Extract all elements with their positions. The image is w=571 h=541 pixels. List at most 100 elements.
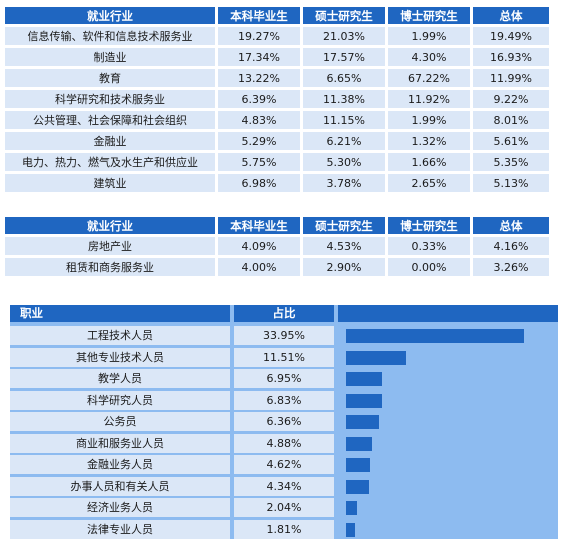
list-item: 公务员 6.36% — [10, 411, 558, 433]
cell-master: 6.65% — [303, 69, 385, 87]
header-undergrad: 本科毕业生 — [218, 7, 300, 24]
table-row: 电力、热力、燃气及水生产和供应业 5.75% 5.30% 1.66% 5.35% — [5, 153, 549, 171]
share-bar — [346, 522, 356, 537]
cell-industry: 科学研究和技术服务业 — [5, 90, 215, 108]
share-bar — [346, 436, 372, 451]
occupation-share: 6.83% — [234, 390, 334, 410]
occupation-share: 4.34% — [234, 476, 334, 496]
cell-industry: 公共管理、社会保障和社会组织 — [5, 111, 215, 129]
cell-industry: 信息传输、软件和信息技术服务业 — [5, 27, 215, 45]
header-industry: 就业行业 — [5, 217, 215, 234]
header-bar — [338, 305, 558, 322]
cell-overall: 11.99% — [473, 69, 549, 87]
occupation-name: 商业和服务业人员 — [10, 433, 230, 453]
share-bar — [346, 350, 407, 365]
cell-industry: 建筑业 — [5, 174, 215, 192]
table-row: 金融业 5.29% 6.21% 1.32% 5.61% — [5, 132, 549, 150]
cell-overall: 5.61% — [473, 132, 549, 150]
cell-overall: 19.49% — [473, 27, 549, 45]
industry-table-1: 就业行业 本科毕业生 硕士研究生 博士研究生 总体 信息传输、软件和信息技术服务… — [2, 4, 552, 195]
cell-master: 11.15% — [303, 111, 385, 129]
table-row: 制造业 17.34% 17.57% 4.30% 16.93% — [5, 48, 549, 66]
share-bar — [346, 458, 371, 472]
cell-undergrad: 4.00% — [218, 258, 300, 276]
list-item: 商业和服务业人员 4.88% — [10, 433, 558, 455]
cell-undergrad: 19.27% — [218, 27, 300, 45]
header-master: 硕士研究生 — [303, 217, 385, 234]
cell-phd: 4.30% — [388, 48, 470, 66]
header-master: 硕士研究生 — [303, 7, 385, 24]
table-row: 教育 13.22% 6.65% 67.22% 11.99% — [5, 69, 549, 87]
cell-master: 21.03% — [303, 27, 385, 45]
occupation-share: 1.81% — [234, 519, 334, 539]
list-item: 其他专业技术人员 11.51% — [10, 347, 558, 369]
cell-phd: 0.33% — [388, 237, 470, 255]
cell-master: 5.30% — [303, 153, 385, 171]
cell-overall: 16.93% — [473, 48, 549, 66]
cell-industry: 金融业 — [5, 132, 215, 150]
cell-industry: 教育 — [5, 69, 215, 87]
occupation-name: 公务员 — [10, 412, 230, 431]
occupation-name: 工程技术人员 — [10, 326, 230, 345]
table-header-row: 就业行业 本科毕业生 硕士研究生 博士研究生 总体 — [5, 217, 549, 234]
cell-industry: 制造业 — [5, 48, 215, 66]
cell-phd: 67.22% — [388, 69, 470, 87]
list-item: 法律专业人员 1.81% — [10, 519, 558, 541]
header-undergrad: 本科毕业生 — [218, 217, 300, 234]
header-occupation: 职业 — [10, 305, 230, 322]
cell-master: 17.57% — [303, 48, 385, 66]
table-row: 信息传输、软件和信息技术服务业 19.27% 21.03% 1.99% 19.49% — [5, 27, 549, 45]
list-item: 教学人员 6.95% — [10, 368, 558, 390]
cell-undergrad: 4.83% — [218, 111, 300, 129]
cell-overall: 9.22% — [473, 90, 549, 108]
share-bar — [346, 393, 382, 408]
industry-table-2: 就业行业 本科毕业生 硕士研究生 博士研究生 总体 房地产业 4.09% 4.53%… — [2, 214, 552, 279]
occupation-share: 2.04% — [234, 498, 334, 517]
cell-undergrad: 5.75% — [218, 153, 300, 171]
header-phd: 博士研究生 — [388, 217, 470, 234]
cell-phd: 11.92% — [388, 90, 470, 108]
occupation-table: 职业 占比 工程技术人员 33.95% 其他专业技术人员 11.51% 教学人员 6.95… — [10, 305, 558, 539]
occupation-name: 科学研究人员 — [10, 390, 230, 410]
cell-phd: 0.00% — [388, 258, 470, 276]
list-item: 科学研究人员 6.83% — [10, 390, 558, 412]
occupation-share: 4.62% — [234, 455, 334, 474]
list-item: 办事人员和有关人员 4.34% — [10, 476, 558, 498]
cell-master: 3.78% — [303, 174, 385, 192]
table-row: 建筑业 6.98% 3.78% 2.65% 5.13% — [5, 174, 549, 192]
cell-undergrad: 13.22% — [218, 69, 300, 87]
header-share: 占比 — [234, 305, 334, 322]
header-phd: 博士研究生 — [388, 7, 470, 24]
occupation-name: 教学人员 — [10, 369, 230, 388]
table-row: 科学研究和技术服务业 6.39% 11.38% 11.92% 9.22% — [5, 90, 549, 108]
cell-overall: 3.26% — [473, 258, 549, 276]
header-industry: 就业行业 — [5, 7, 215, 24]
cell-undergrad: 6.39% — [218, 90, 300, 108]
list-item: 工程技术人员 33.95% — [10, 325, 558, 347]
occupation-rows: 工程技术人员 33.95% 其他专业技术人员 11.51% 教学人员 6.95% 科学研究人… — [10, 325, 558, 540]
share-bar — [346, 501, 357, 515]
table-row: 租赁和商务服务业 4.00% 2.90% 0.00% 3.26% — [5, 258, 549, 276]
occupation-share: 33.95% — [234, 326, 334, 345]
occupation-share: 6.36% — [234, 412, 334, 431]
list-item: 金融业务人员 4.62% — [10, 454, 558, 476]
share-bar — [346, 415, 380, 429]
cell-master: 11.38% — [303, 90, 385, 108]
cell-undergrad: 17.34% — [218, 48, 300, 66]
cell-industry: 电力、热力、燃气及水生产和供应业 — [5, 153, 215, 171]
occupation-header-row: 职业 占比 — [10, 305, 558, 322]
share-bar — [346, 329, 524, 343]
cell-overall: 5.13% — [473, 174, 549, 192]
cell-overall: 4.16% — [473, 237, 549, 255]
occupation-name: 法律专业人员 — [10, 519, 230, 539]
cell-phd: 1.32% — [388, 132, 470, 150]
cell-overall: 8.01% — [473, 111, 549, 129]
occupation-name: 办事人员和有关人员 — [10, 476, 230, 496]
cell-master: 6.21% — [303, 132, 385, 150]
cell-overall: 5.35% — [473, 153, 549, 171]
share-bar — [346, 479, 369, 494]
cell-phd: 1.66% — [388, 153, 470, 171]
table-row: 房地产业 4.09% 4.53% 0.33% 4.16% — [5, 237, 549, 255]
occupation-name: 其他专业技术人员 — [10, 347, 230, 367]
cell-phd: 2.65% — [388, 174, 470, 192]
